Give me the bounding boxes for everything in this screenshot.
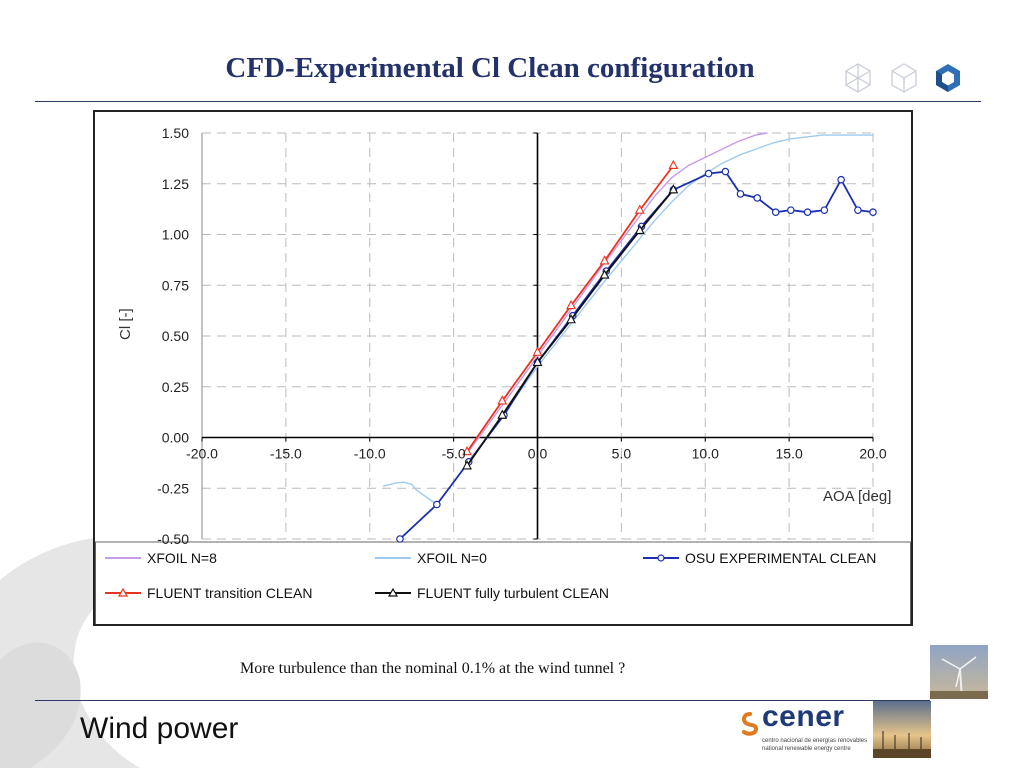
data-point: [634, 224, 645, 234]
data-point: [753, 194, 762, 202]
wireframe-cube-icon: [845, 63, 871, 93]
data-point: [497, 409, 508, 419]
data-point: [736, 190, 745, 198]
data-point: [869, 208, 877, 216]
data-point: [599, 255, 610, 265]
legend-label: OSU EXPERIMENTAL CLEAN: [685, 550, 877, 566]
x-tick-label: -15.0: [270, 446, 302, 462]
tick-label-layer: 1.50 1.25 1.00 0.75 0.50 0.25 0.00 -0.25 -0.50 -2…: [157, 125, 887, 547]
y-tick-label: 1.50: [162, 125, 189, 141]
legend-item-fluent-turbulent: FLUENT fully turbulent CLEAN: [375, 585, 609, 601]
legend-item-xfoil-n8: XFOIL N=8: [105, 550, 217, 566]
legend-item-fluent-transition: FLUENT transition CLEAN: [105, 585, 312, 601]
series-0: [466, 132, 768, 455]
data-point: [566, 299, 576, 310]
logo-subtitle-es: centro nacional de energías renovables: [762, 738, 868, 744]
x-tick-label: 15.0: [776, 446, 803, 462]
y-tick-label: 1.25: [162, 176, 189, 192]
series-line: [382, 134, 873, 506]
y-tick-label: 1.00: [162, 227, 189, 243]
data-point: [854, 206, 862, 214]
x-tick-label: -10.0: [354, 446, 386, 462]
wind-farm-photo: [873, 701, 931, 758]
cener-swirl-icon: [741, 712, 759, 736]
footer-section-title: Wind power: [80, 712, 239, 745]
background-swirl-graphic: [0, 535, 220, 768]
series-2: [396, 167, 877, 543]
x-tick-label: 20.0: [859, 446, 886, 462]
data-point: [721, 167, 730, 176]
y-tick-label: -0.50: [157, 531, 189, 547]
x-tick-label: 10.0: [692, 446, 719, 462]
series-3: [462, 159, 679, 456]
x-tick-label: 5.0: [612, 446, 632, 462]
x-tick-label: -20.0: [186, 446, 218, 462]
series-line: [399, 170, 874, 540]
data-point: [634, 204, 645, 214]
solid-cube-icon: [936, 64, 960, 92]
outline-cube-icon: [891, 63, 917, 93]
data-point: [787, 206, 795, 214]
logo-subtitle-en: national renewable energy centre: [762, 746, 851, 752]
data-point: [599, 269, 610, 279]
y-tick-label: 0.50: [162, 328, 189, 344]
legend-label: FLUENT fully turbulent CLEAN: [417, 585, 609, 601]
data-point: [820, 206, 829, 214]
x-tick-label: 0.0: [528, 446, 548, 462]
data-point: [803, 208, 812, 216]
data-point: [433, 500, 441, 509]
y-tick-label: -0.25: [157, 480, 189, 496]
legend-label: FLUENT transition CLEAN: [147, 585, 313, 601]
y-tick-label: 0.75: [162, 277, 189, 293]
data-point: [532, 346, 543, 356]
data-point: [462, 460, 472, 470]
data-point: [497, 395, 508, 405]
title-divider: [35, 101, 981, 102]
series-1: [382, 134, 873, 506]
cener-logo: cener centro nacional de energías renova…: [740, 700, 870, 762]
y-tick-label: 0.00: [162, 430, 189, 446]
series-layer: [382, 132, 877, 543]
footer-divider: [35, 700, 930, 701]
data-point: [668, 184, 679, 194]
series-4: [462, 184, 679, 470]
y-tick-label: 0.25: [162, 379, 189, 395]
logo-wordmark: cener: [762, 700, 845, 733]
legend-item-xfoil-n0: XFOIL N=0: [375, 550, 487, 566]
x-axis-label: AOA [deg]: [823, 488, 891, 505]
cube-icons: [845, 63, 960, 93]
legend-item-osu-experimental: OSU EXPERIMENTAL CLEAN: [643, 550, 876, 566]
axis-layer: [95, 132, 911, 624]
y-axis-label: Cl [-]: [117, 308, 134, 340]
data-point: [566, 314, 576, 324]
data-point: [704, 169, 713, 178]
x-tick-label: -5.0: [442, 446, 466, 462]
cl-vs-aoa-chart: 1.50 1.25 1.00 0.75 0.50 0.25 0.00 -0.25 -0.50 -2…: [95, 125, 911, 624]
wind-turbine-photo: [930, 645, 988, 699]
legend-label: XFOIL N=8: [147, 550, 217, 566]
data-point: [532, 356, 543, 366]
slide-title: CFD-Experimental Cl Clean configuration: [225, 52, 755, 84]
slide-caption: More turbulence than the nominal 0.1% at…: [240, 660, 626, 677]
data-point: [837, 175, 845, 184]
legend-box: [95, 541, 911, 624]
chart-legend: XFOIL N=8 XFOIL N=0 OSU EXPERIMENTAL CLE…: [95, 542, 911, 624]
series-line: [466, 132, 768, 455]
data-point: [462, 446, 472, 456]
data-point: [771, 208, 780, 216]
chart-frame: 1.50 1.25 1.00 0.75 0.50 0.25 0.00 -0.25 -0.50 -2…: [93, 110, 913, 626]
data-point: [396, 535, 404, 543]
data-point: [668, 159, 679, 170]
legend-label: XFOIL N=0: [417, 550, 487, 566]
